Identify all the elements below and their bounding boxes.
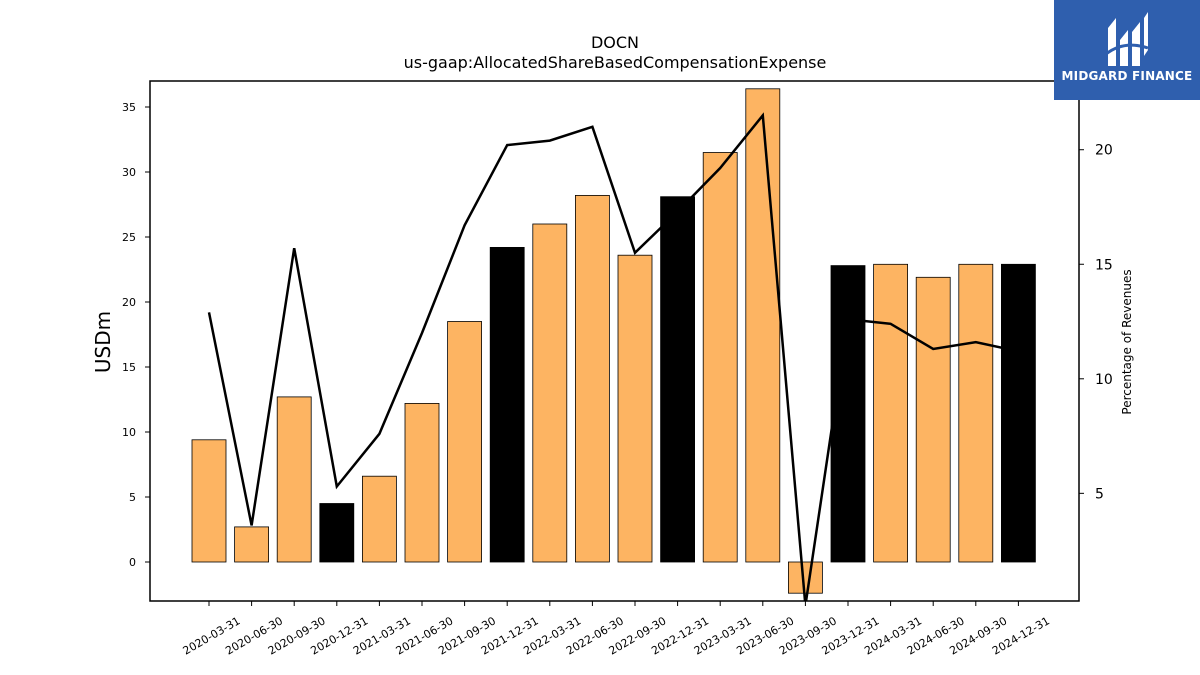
bar-2024-12-31 — [1001, 263, 1036, 563]
y-axis-label: USDm — [91, 311, 115, 373]
y-tick-label: 35 — [122, 101, 136, 114]
bar-2024-06-30 — [915, 276, 951, 563]
y-tick-label: 0 — [129, 556, 136, 569]
bar-2024-03-31 — [873, 263, 908, 563]
line-layer — [207, 112, 1019, 601]
y-tick-label: 5 — [129, 491, 136, 504]
bar-2020-03-31 — [191, 439, 227, 563]
midgard-finance-logo: MIDGARD FINANCE — [1054, 0, 1200, 100]
y-axis-ticks: 0 5 10 15 20 25 30 35 — [122, 101, 150, 569]
y-tick-label: 25 — [122, 231, 136, 244]
bar-2024-09-30 — [958, 263, 994, 563]
bar-2022-03-31 — [532, 223, 568, 563]
y2-tick-label: 5 — [1095, 486, 1104, 502]
chart-subtitle: us-gaap:AllocatedShareBasedCompensationE… — [404, 53, 827, 72]
bar-2022-06-30 — [575, 194, 610, 563]
bar-2023-09-30 — [788, 561, 823, 594]
bar-2022-12-31 — [660, 196, 695, 563]
y-tick-label: 20 — [122, 296, 136, 309]
bar-2023-03-31 — [702, 152, 738, 563]
y2-tick-label: 10 — [1095, 372, 1113, 388]
bar-2021-09-30 — [447, 321, 483, 563]
logo-text: MIDGARD FINANCE — [1061, 69, 1193, 83]
bar-2020-09-30 — [276, 396, 312, 563]
y2-axis-ticks: 5 10 15 20 — [1079, 143, 1113, 502]
y-tick-label: 30 — [122, 166, 136, 179]
bar-2020-06-30 — [234, 526, 270, 563]
midgard-logo-icon — [1105, 12, 1149, 66]
x-axis-ticks: 2020-03-312020-06-302020-09-302020-12-31… — [181, 601, 1052, 658]
bar-2021-03-31 — [361, 475, 397, 563]
y2-tick-label: 15 — [1095, 257, 1113, 273]
bar-2023-12-31 — [830, 265, 866, 563]
bar-2022-09-30 — [617, 254, 653, 563]
plot-frame — [149, 80, 1080, 602]
y-tick-label: 10 — [122, 426, 136, 439]
revenue-percentage-line — [207, 112, 1019, 601]
y-tick-label: 15 — [122, 361, 136, 374]
bar-2023-06-30 — [745, 88, 781, 563]
bar-2021-06-30 — [404, 402, 440, 563]
bars-layer — [191, 88, 1036, 594]
bar-2020-12-31 — [319, 503, 355, 563]
y2-axis-label: Percentage of Revenues — [1120, 269, 1134, 414]
bar-2021-12-31 — [489, 246, 525, 563]
chart-title: DOCN — [591, 33, 639, 52]
y2-tick-label: 20 — [1095, 143, 1113, 159]
